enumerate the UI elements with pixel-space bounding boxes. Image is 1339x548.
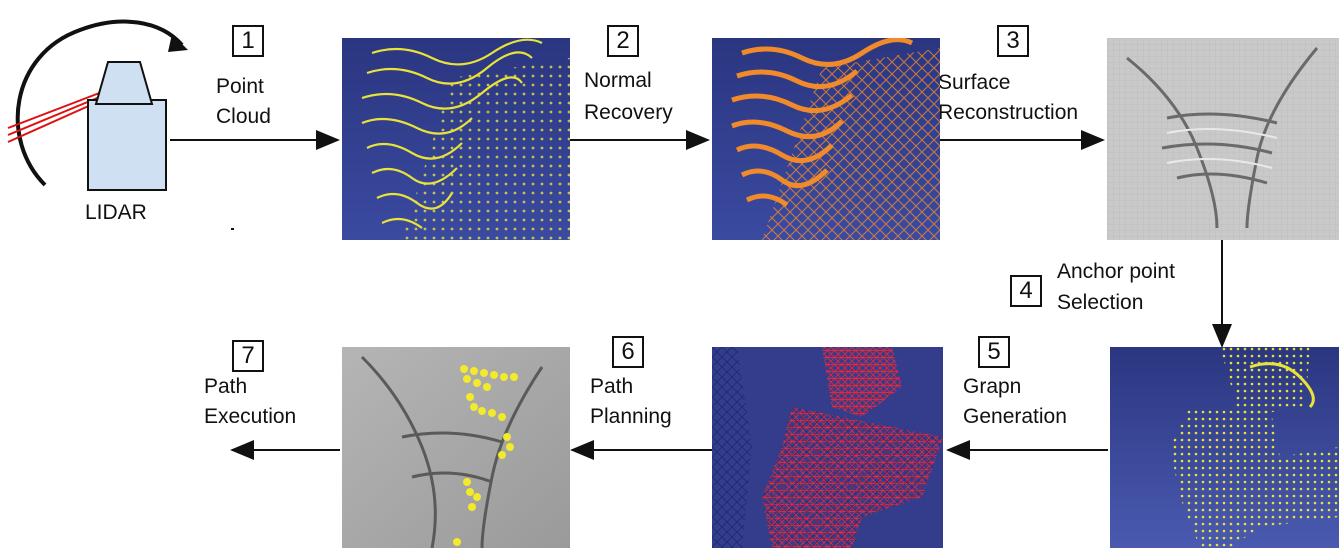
step-2-number: 2 xyxy=(607,25,639,57)
step-5-label-line2: Generation xyxy=(963,405,1067,428)
anchor-points-image xyxy=(1110,347,1339,548)
step-6-label-line2: Planning xyxy=(590,405,672,428)
lidar-icon xyxy=(7,19,188,191)
surface-reconstruction-image xyxy=(1107,38,1339,240)
graph-mesh-image xyxy=(712,347,943,548)
step-7-number: 7 xyxy=(232,340,264,372)
normal-recovery-image xyxy=(712,38,940,240)
step-6-label-line1: Path xyxy=(590,375,634,398)
step-7-label-line2: Execution xyxy=(204,405,297,428)
point-cloud-image xyxy=(342,38,570,240)
step-3-label-line2: Reconstruction xyxy=(938,101,1079,124)
step-1-label-line1: Point xyxy=(216,75,264,98)
dot-mark xyxy=(231,228,234,230)
step-1-label-line2: Cloud xyxy=(216,105,271,128)
step-4-label-line2: Selection xyxy=(1057,291,1144,314)
step-7-label-line1: Path xyxy=(204,375,248,398)
step-5-number: 5 xyxy=(978,336,1010,368)
step-4-label-line1: Anchor point xyxy=(1057,260,1175,283)
step-3-number: 3 xyxy=(997,25,1029,57)
step-6-number: 6 xyxy=(612,336,644,368)
step-3-label-line1: Surface xyxy=(938,71,1011,94)
step-2-label-line1: Normal xyxy=(584,69,652,92)
step-2-label-line2: Recovery xyxy=(584,101,673,124)
lidar-label: LIDAR xyxy=(85,201,147,224)
path-execution-image xyxy=(342,347,570,548)
step-5-label-line1: Grapn xyxy=(963,375,1022,398)
step-4-number: 4 xyxy=(1010,275,1042,307)
step-1-number: 1 xyxy=(232,25,264,57)
